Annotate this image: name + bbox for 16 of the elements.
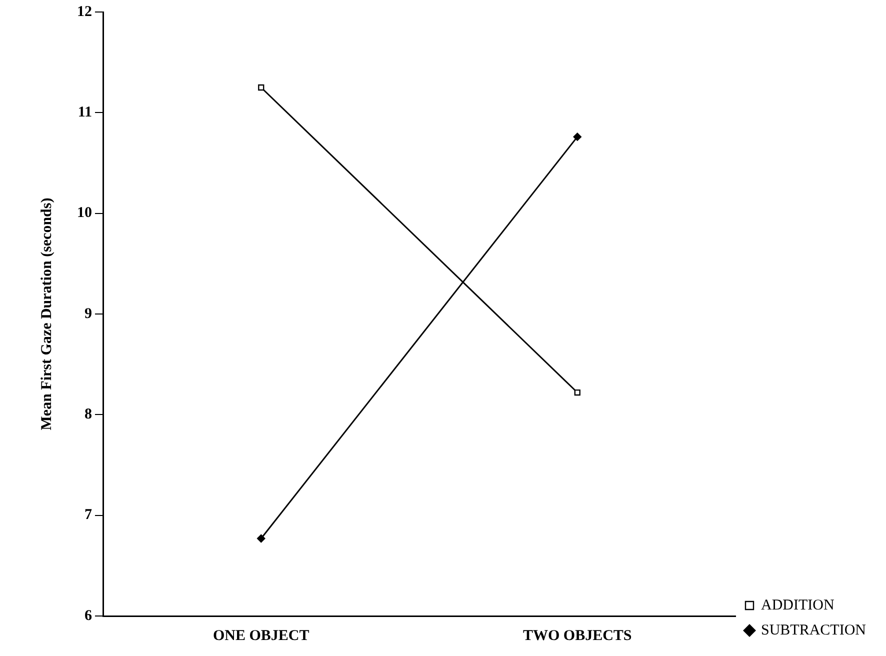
y-tick-label: 6	[84, 608, 92, 624]
legend-label: SUBTRACTION	[760, 622, 866, 638]
legend-label: ADDITION	[760, 597, 834, 614]
point	[573, 132, 582, 141]
y-tick-label: 11	[78, 104, 92, 121]
y-tick-label: 8	[84, 406, 92, 423]
y-tick-label: 12	[77, 4, 92, 20]
point	[574, 389, 580, 396]
point	[258, 84, 264, 91]
point	[257, 534, 266, 543]
y-axis-title: Mean First Gaze Duration (seconds)	[38, 198, 55, 430]
y-tick-label: 10	[77, 205, 92, 222]
y-tick-label: 9	[84, 306, 92, 322]
x-tick-label: ONE OBJECT	[212, 628, 310, 644]
y-tick-label: 7	[84, 507, 92, 524]
x-tick-label: TWO OBJECTS	[522, 628, 632, 644]
